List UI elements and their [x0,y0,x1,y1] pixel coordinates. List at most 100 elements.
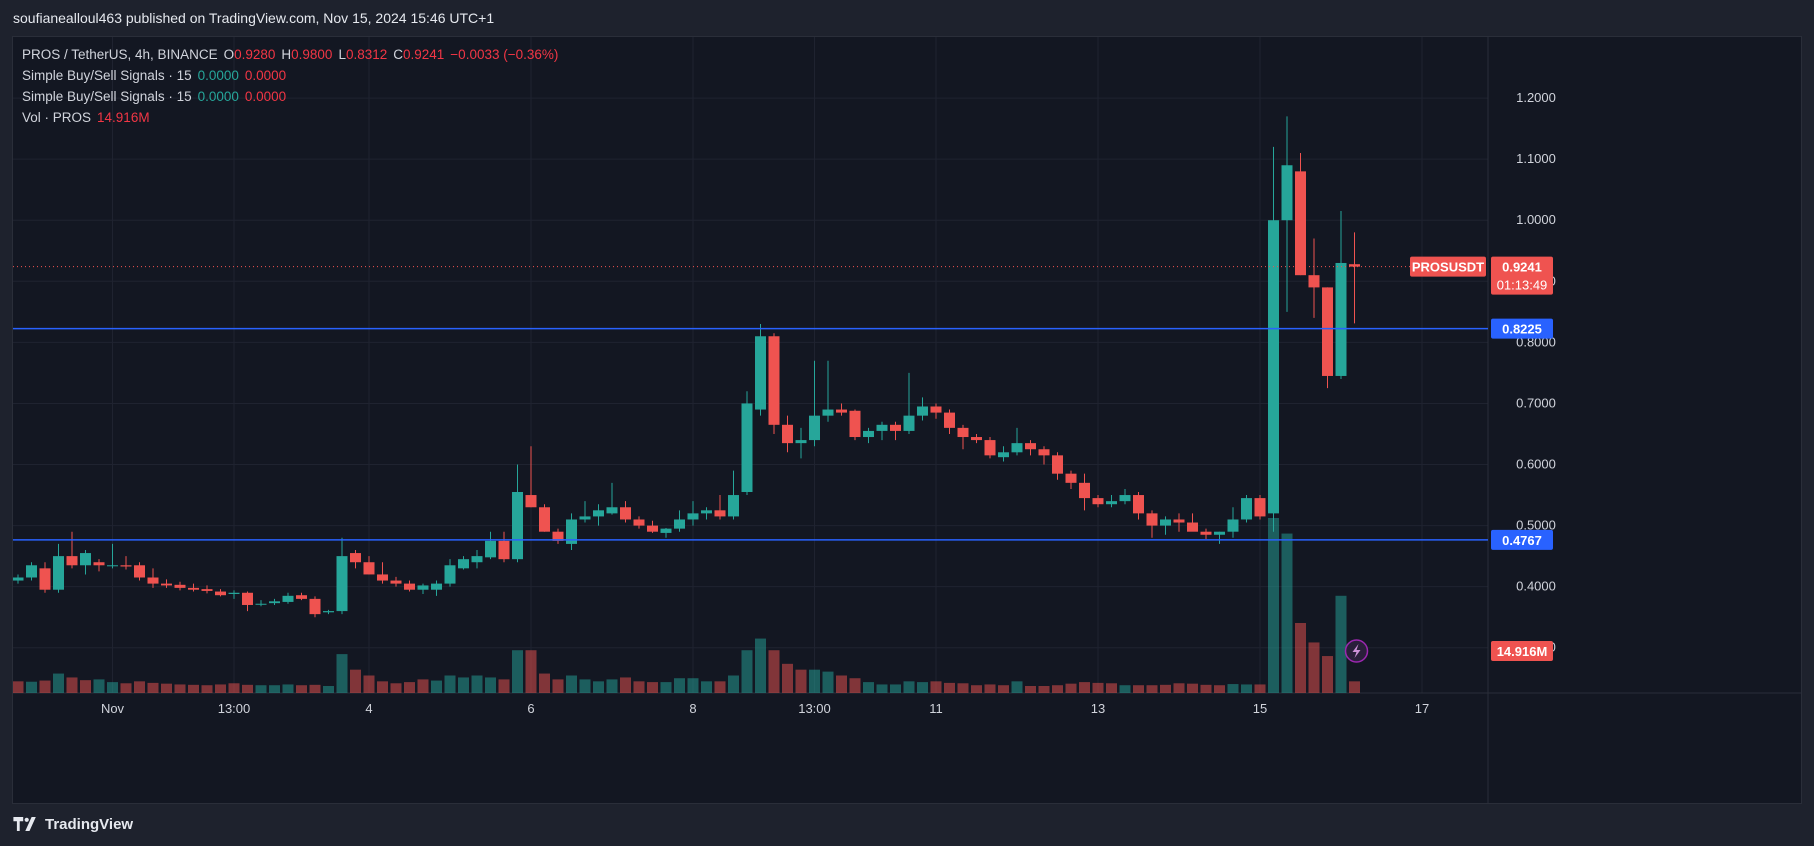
candle-body [687,513,699,520]
volume-bar [674,678,685,693]
indicator-value-2: 0.0000 [244,68,287,83]
volume-bar [1052,685,1063,693]
volume-bar [1227,684,1239,693]
volume-bar [363,675,375,693]
volume-bar [228,683,240,693]
volume-bar [687,678,699,693]
volume-bar [1133,685,1144,693]
volume-bar [1146,685,1158,693]
x-tick-label: 8 [689,701,696,716]
y-tick-label: 0.6000 [1516,457,1556,472]
chart-legend: PROS / TetherUS, 4h, BINANCE O0.9280 H0.… [22,44,558,128]
volume-bar [174,684,186,693]
candle-body [1254,498,1266,517]
candle-body [998,452,1009,458]
candle-body [647,525,658,532]
chart-svg[interactable]: 1.20001.10001.00000.90000.80000.70000.60… [13,37,1801,803]
candle-body [309,598,321,615]
volume-bar [944,682,955,693]
last-price-label-bg [1491,256,1553,295]
volume-bar [1092,682,1104,693]
candle-body [512,491,523,560]
legend-close-label: C [393,47,403,62]
candle-body [242,592,253,605]
tradingview-logo-icon [13,817,36,831]
candle-body [944,412,955,428]
y-tick-label: 0.5000 [1516,518,1556,533]
volume-bar [404,682,415,693]
volume-bar [782,663,793,693]
volume-bar [1308,642,1320,693]
candle-body [161,583,172,586]
volume-bar [282,684,294,693]
x-tick-label: 13:00 [798,701,831,716]
candle-body [525,495,537,508]
last-price-label: 0.9241 [1502,260,1542,275]
volume-bar [1335,595,1347,693]
volume-bar [66,677,78,693]
volume-bar [201,685,213,693]
candle-body [917,406,928,416]
chart-frame[interactable]: 1.20001.10001.00000.90000.80000.70000.60… [12,36,1802,804]
volume-bar [890,684,901,693]
candle-body [485,540,496,558]
volume-bar [984,684,996,693]
candle-body [957,427,969,438]
legend-open-label: O [223,47,235,62]
candle-body [13,577,24,581]
legend-symbol[interactable]: PROS / TetherUS, 4h, BINANCE [22,47,218,62]
candle-body [498,540,510,560]
candle-body [539,507,550,532]
candle-body [1214,531,1225,535]
volume-bar [323,686,334,693]
candle-body [1119,495,1131,502]
candle-body [107,565,118,567]
indicator-name[interactable]: Simple Buy/Sell Signals · 15 [22,68,192,83]
candle-body [1200,531,1212,535]
volume-bar [350,669,361,693]
footer-brand[interactable]: TradingView [13,812,133,836]
candle-body [1038,449,1050,456]
candle-body [336,556,348,612]
indicator-value-1: 0.0000 [197,89,239,104]
volume-bar [147,682,159,693]
volume-bar [822,671,834,693]
candle-body [269,601,280,604]
candle-body [1106,501,1117,505]
legend-indicator-row: Simple Buy/Sell Signals · 15 0.0000 0.00… [22,65,558,86]
volume-axis-label: 14.916M [1497,644,1548,659]
indicator-name[interactable]: Simple Buy/Sell Signals · 15 [22,89,192,104]
candle-body [984,440,996,456]
candle-body [863,430,874,438]
x-tick-label: 4 [365,701,372,716]
candle-body [1160,519,1171,526]
candle-body [134,565,145,578]
horizontal-line-label-bg [1491,529,1553,550]
candle-body [728,495,739,517]
legend-low: 0.8312 [345,47,388,62]
candle-body [633,519,645,526]
volume-bar [849,678,861,693]
volume-bar [296,685,307,693]
volume-bar [1254,684,1266,693]
volume-bar [579,679,591,693]
volume-bar [53,673,64,693]
legend-symbol-row: PROS / TetherUS, 4h, BINANCE O0.9280 H0.… [22,44,558,65]
volume-bar [1038,686,1050,693]
candle-body [1052,455,1063,474]
volume-bar [863,682,874,693]
x-tick-label: 17 [1415,701,1429,716]
volume-bar [876,684,888,693]
candle-body [1146,513,1158,526]
horizontal-line-label: 0.4767 [1502,533,1542,548]
legend-change: −0.0033 (−0.36%) [450,47,559,62]
volume-bar [525,650,537,693]
candle-body [660,528,672,533]
countdown-label: 01:13:49 [1497,278,1548,293]
volume-bar [188,684,199,693]
volume-bar [107,682,118,693]
symbol-tag: PROSUSDT [1412,260,1484,275]
volume-bar [1187,683,1198,693]
volume-bar [377,681,388,693]
volume-name[interactable]: Vol · PROS [22,110,92,125]
